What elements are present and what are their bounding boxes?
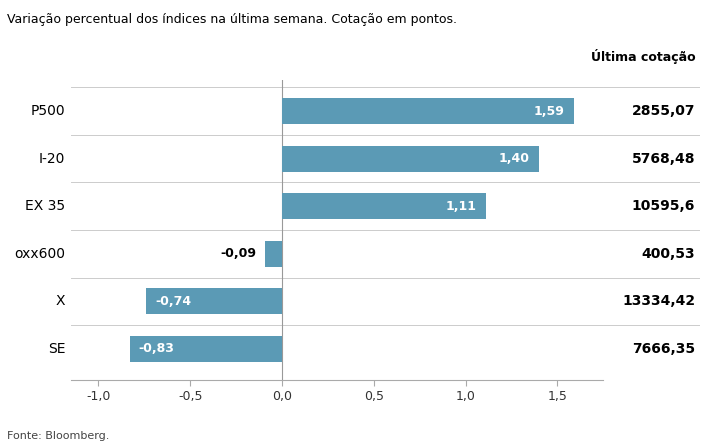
Text: P500: P500 [31,104,65,118]
Text: -0,09: -0,09 [220,247,256,260]
Text: Fonte: Bloomberg.: Fonte: Bloomberg. [7,431,109,441]
Text: 13334,42: 13334,42 [622,295,695,308]
Bar [146,288,282,315]
Text: EX 35: EX 35 [25,199,65,213]
Text: -0,74: -0,74 [155,295,192,308]
Text: SE: SE [48,342,65,356]
Bar [282,193,485,219]
Text: -0,83: -0,83 [139,343,174,356]
Bar [282,98,574,124]
Text: 400,53: 400,53 [641,247,695,261]
Text: 1,11: 1,11 [445,200,476,213]
Text: 5768,48: 5768,48 [631,152,695,166]
Text: X: X [56,295,65,308]
Text: 1,40: 1,40 [499,152,530,165]
Text: I-20: I-20 [39,152,65,166]
Text: 1,59: 1,59 [534,105,565,117]
Bar [282,146,539,172]
Text: 10595,6: 10595,6 [632,199,695,213]
Bar [265,241,282,267]
Bar [129,336,282,362]
Text: Variação percentual dos índices na última semana. Cotação em pontos.: Variação percentual dos índices na últim… [7,13,457,26]
Text: 2855,07: 2855,07 [631,104,695,118]
Text: Última cotação: Última cotação [591,49,695,64]
Text: oxx600: oxx600 [14,247,65,261]
Text: 7666,35: 7666,35 [632,342,695,356]
